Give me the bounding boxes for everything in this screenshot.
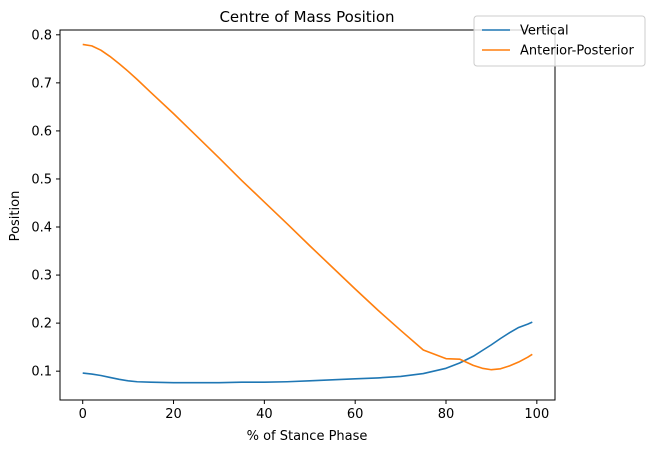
chart-title: Centre of Mass Position xyxy=(219,8,394,26)
x-tick-label: 100 xyxy=(524,407,549,422)
legend-label: Anterior-Posterior xyxy=(520,44,634,59)
x-tick-label: 60 xyxy=(347,407,364,422)
y-tick-label: 0.2 xyxy=(31,317,52,332)
y-tick-label: 0.7 xyxy=(31,76,52,91)
series-line-0 xyxy=(82,321,533,384)
legend: Vertical Anterior-Posterior xyxy=(473,15,646,67)
y-axis: 0.1 0.2 0.3 0.4 0.5 0.6 0.7 0.8 xyxy=(31,28,60,380)
y-tick-label: 0.5 xyxy=(31,172,52,187)
x-tick-label: 80 xyxy=(438,407,455,422)
series-layer xyxy=(82,43,533,384)
y-tick-label: 0.8 xyxy=(31,28,52,43)
y-tick-label: 0.1 xyxy=(31,365,52,380)
y-axis-label: Position xyxy=(8,191,23,242)
x-tick-label: 20 xyxy=(165,407,182,422)
legend-box xyxy=(473,15,646,67)
x-tick-label: 0 xyxy=(79,407,87,422)
x-axis: 0 20 40 60 80 100 xyxy=(79,400,549,422)
x-axis-label: % of Stance Phase xyxy=(247,429,368,444)
plot-frame xyxy=(59,29,556,401)
y-tick-label: 0.3 xyxy=(31,269,52,284)
legend-label: Vertical xyxy=(520,24,569,39)
y-tick-label: 0.4 xyxy=(31,221,52,236)
y-tick-label: 0.6 xyxy=(31,124,52,139)
plot-area xyxy=(59,29,556,401)
x-tick-label: 40 xyxy=(256,407,273,422)
series-line-1 xyxy=(82,43,533,371)
